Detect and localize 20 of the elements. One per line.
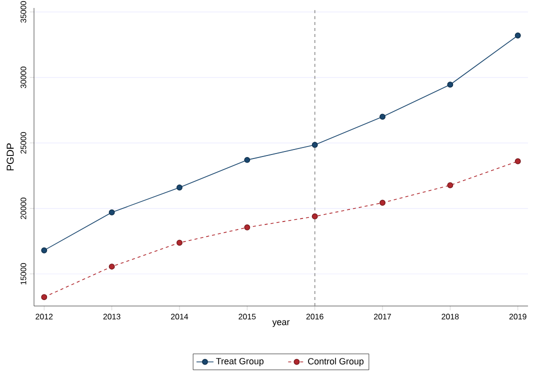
point [176, 240, 182, 246]
point [312, 213, 318, 220]
point [447, 182, 454, 188]
point [176, 184, 182, 190]
point [447, 82, 454, 88]
point [380, 200, 386, 206]
point [380, 114, 386, 120]
legend-label: Control Group [308, 358, 364, 366]
y-axis-title: PGDP [6, 143, 14, 170]
legend-label: Treat Group [216, 358, 264, 366]
x-axis-title: year [272, 320, 290, 327]
point [41, 247, 48, 254]
point [514, 158, 521, 164]
point [108, 264, 115, 270]
point [312, 142, 318, 148]
point [244, 224, 250, 230]
point [108, 209, 115, 216]
point [244, 156, 250, 163]
point [514, 32, 521, 38]
point [41, 294, 48, 300]
